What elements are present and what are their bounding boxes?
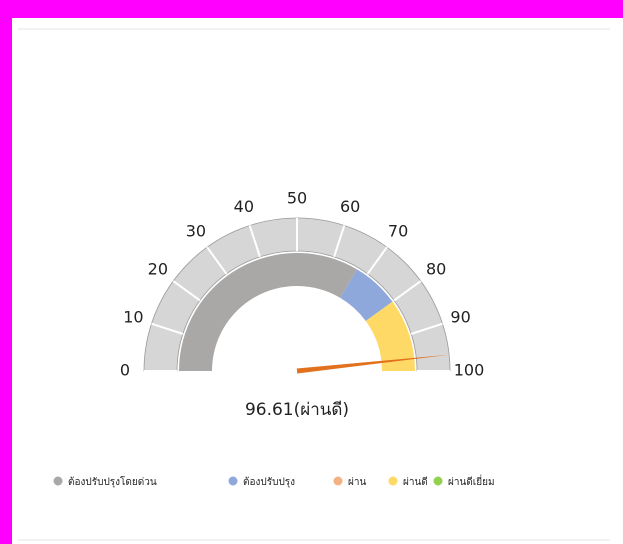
legend-label: ผ่านดี	[403, 476, 428, 488]
legend-label: ต้องปรับปรุง	[243, 476, 295, 488]
tick-divider	[206, 246, 228, 275]
tick-divider	[366, 246, 388, 275]
tick-divider	[248, 225, 261, 258]
scale-band	[143, 217, 451, 372]
legend-marker	[228, 476, 238, 486]
legend-marker	[333, 476, 343, 486]
frame-top	[0, 0, 623, 18]
band	[365, 301, 415, 371]
tick-divider	[333, 225, 346, 258]
tick-label: 10	[123, 307, 143, 326]
legend-marker	[433, 476, 443, 486]
needle	[296, 354, 450, 374]
legend-label: ต้องปรับปรุงโดยด่วน	[68, 475, 157, 488]
tick-label: 20	[148, 259, 168, 278]
tick-label: 90	[450, 307, 470, 326]
band	[340, 269, 393, 322]
tick-label: 30	[186, 221, 206, 240]
tick-divider	[410, 322, 443, 335]
legend-marker	[388, 476, 398, 486]
legend-label: ผ่าน	[348, 477, 366, 488]
tick-label: 70	[388, 221, 408, 240]
tick-label: 80	[426, 259, 446, 278]
frame-left	[0, 0, 12, 544]
tick-divider	[393, 280, 422, 302]
tick-label: 40	[234, 197, 254, 216]
tick-label: 50	[287, 189, 307, 208]
legend-label: ผ่านดีเยี่ยม	[448, 474, 495, 488]
value-label: 96.61(ผ่านดี)	[245, 400, 349, 420]
tick-divider	[151, 322, 184, 335]
tick-label: 0	[120, 361, 130, 380]
tick-label: 60	[340, 197, 360, 216]
tick-label: 100	[454, 361, 485, 380]
tick-divider	[172, 280, 201, 302]
band	[179, 253, 358, 371]
legend-marker	[53, 476, 63, 486]
